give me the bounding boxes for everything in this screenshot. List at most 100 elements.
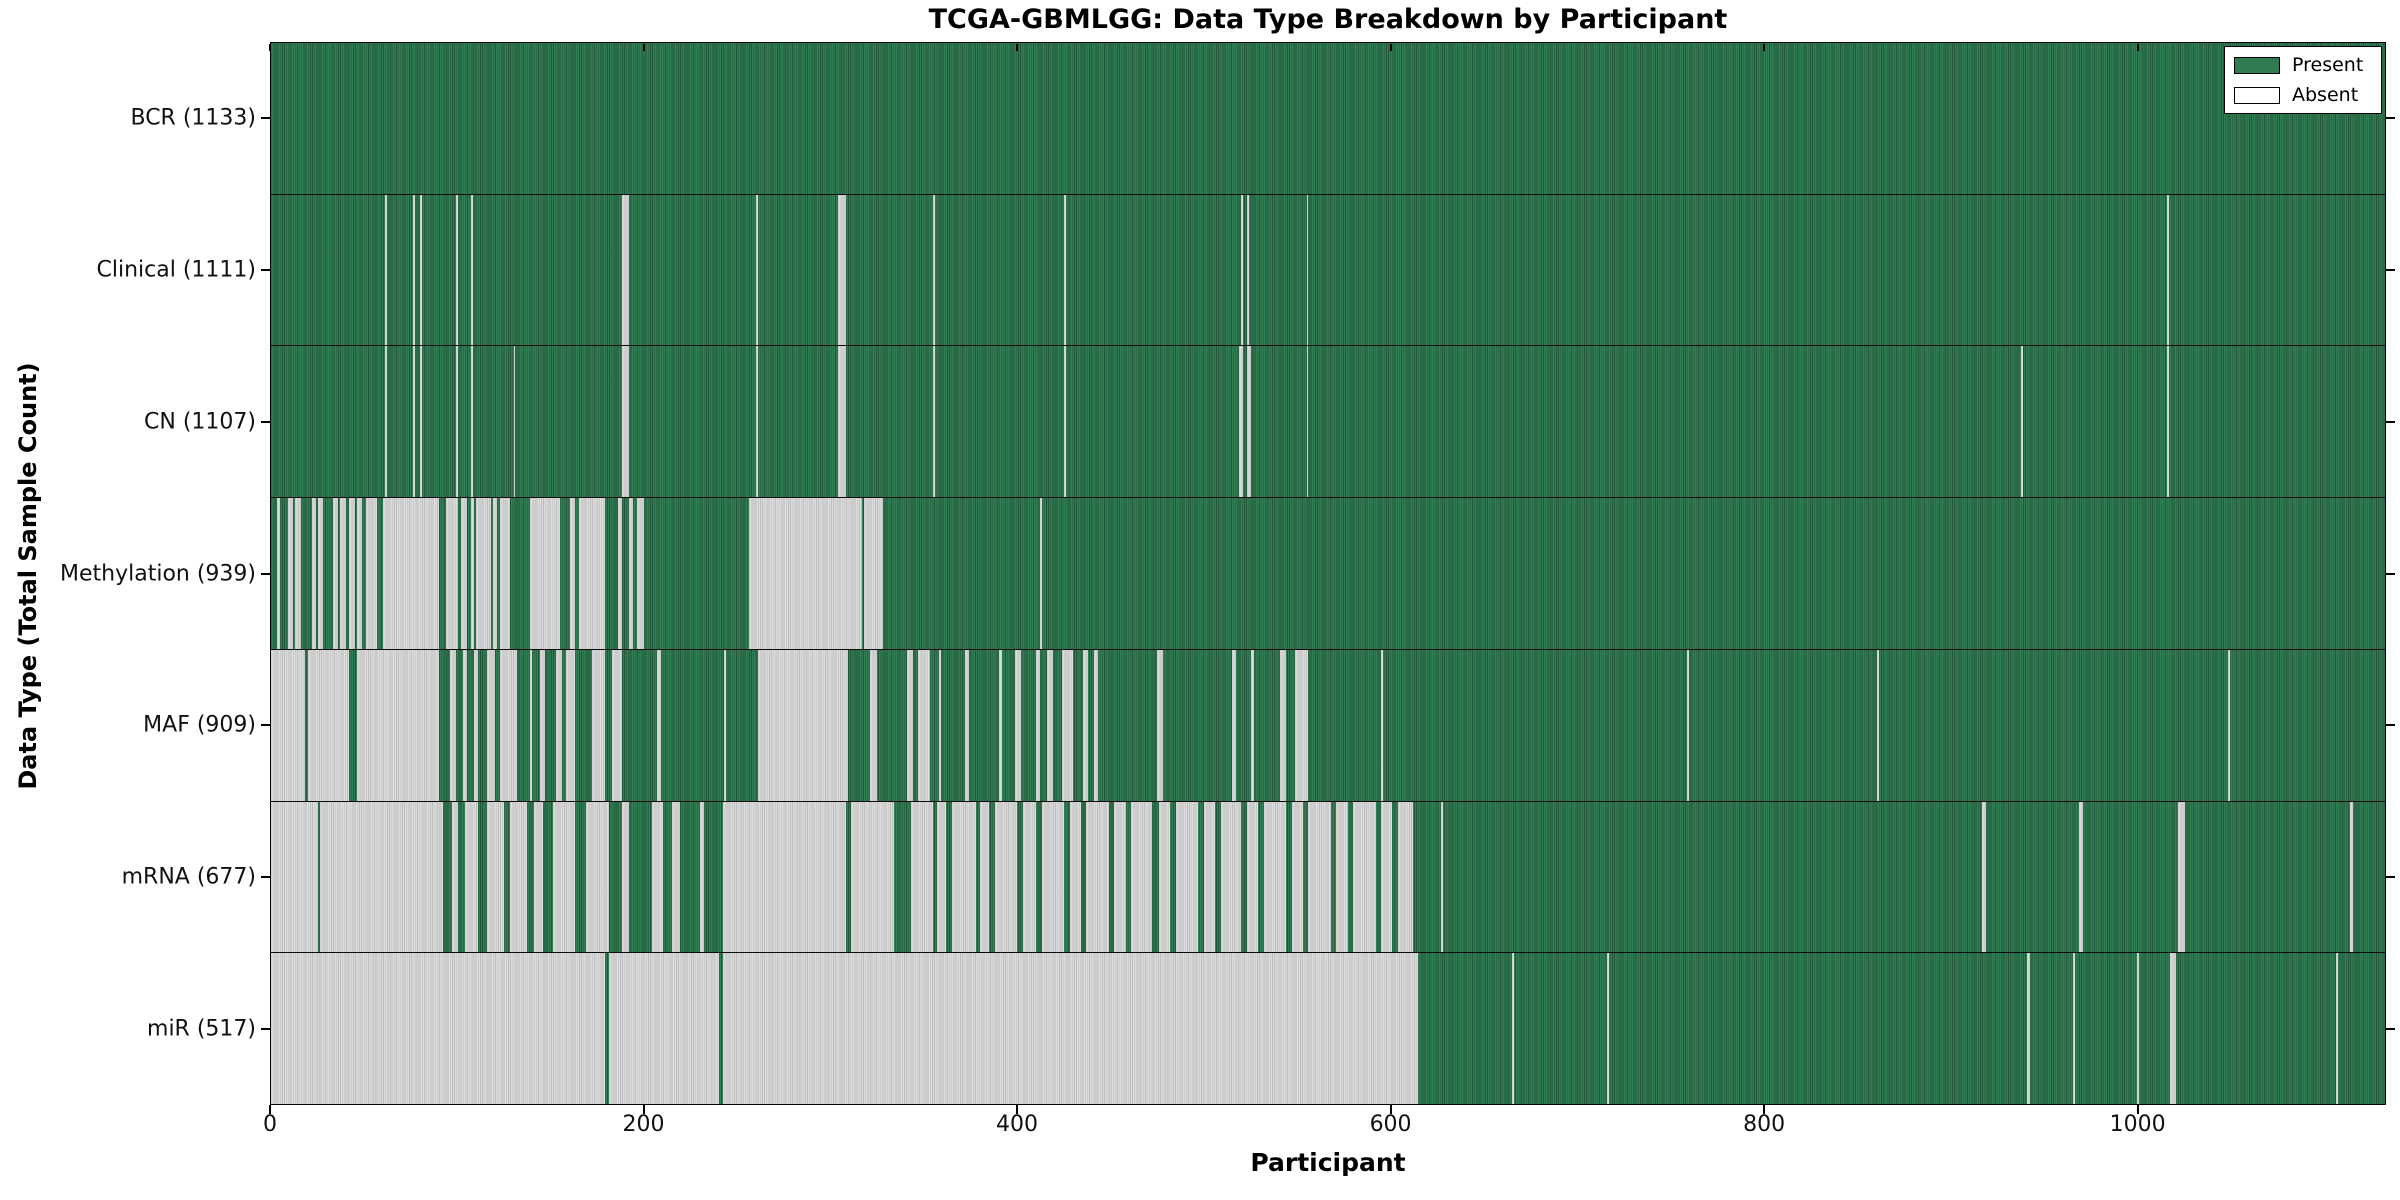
- absent-segment: [864, 498, 883, 649]
- absent-segment: [586, 801, 609, 953]
- absent-segment: [1511, 953, 1514, 1105]
- absent-segment: [1015, 649, 1022, 801]
- absent-segment: [1069, 801, 1081, 953]
- absent-segment: [1239, 346, 1244, 498]
- absent-segment: [470, 346, 473, 498]
- legend-entry: Absent: [2234, 84, 2372, 106]
- x-tick-mark: [1389, 43, 1392, 51]
- absent-segment: [312, 498, 316, 649]
- absent-segment: [952, 801, 977, 953]
- absent-segment: [1246, 194, 1249, 346]
- absent-segment: [463, 649, 467, 801]
- absent-segment: [910, 801, 934, 953]
- absent-segment: [1246, 346, 1251, 498]
- legend-label: Present: [2292, 54, 2364, 76]
- absent-segment: [918, 649, 930, 801]
- absent-segment: [1062, 649, 1074, 801]
- absent-segment: [2166, 346, 2169, 498]
- absent-segment: [1280, 649, 1286, 801]
- x-tick-mark: [1016, 43, 1019, 51]
- absent-segment: [612, 649, 622, 801]
- absent-segment: [1246, 801, 1259, 953]
- absent-segment: [1159, 801, 1171, 953]
- absent-segment: [591, 649, 605, 801]
- absent-segment: [317, 498, 324, 649]
- y-tick-mark: [261, 724, 270, 727]
- chart-title: TCGA-GBMLGG: Data Type Breakdown by Part…: [928, 4, 1728, 35]
- absent-segment: [907, 649, 913, 801]
- absent-segment: [1093, 649, 1098, 801]
- absent-segment: [933, 346, 936, 498]
- absent-segment: [552, 801, 576, 953]
- x-tick-label: 200: [622, 1112, 665, 1137]
- absent-segment: [2170, 953, 2177, 1105]
- absent-segment: [748, 498, 863, 649]
- absent-segment: [851, 801, 895, 953]
- y-tick-mark: [261, 1028, 270, 1031]
- absent-segment: [412, 194, 415, 346]
- y-tick-label: MAF (909): [143, 712, 256, 738]
- absent-segment: [455, 194, 458, 346]
- x-tick-mark: [642, 1105, 645, 1114]
- absent-segment: [1047, 649, 1053, 801]
- absent-segment: [1063, 194, 1066, 346]
- y-tick-mark: [261, 420, 270, 423]
- y-tick-mark: [261, 116, 270, 119]
- absent-segment: [1687, 649, 1690, 801]
- absent-segment: [569, 498, 576, 649]
- absent-segment: [2166, 194, 2169, 346]
- absent-segment: [271, 953, 605, 1105]
- absent-segment: [1063, 346, 1066, 498]
- absent-segment: [998, 649, 1003, 801]
- absent-segment: [672, 801, 680, 953]
- absent-segment: [1114, 801, 1126, 953]
- absent-segment: [556, 649, 563, 801]
- absent-segment: [470, 498, 475, 649]
- legend-swatch-absent: [2234, 86, 2280, 104]
- absent-segment: [938, 649, 941, 801]
- x-tick-mark: [269, 43, 271, 51]
- y-tick-mark: [2386, 876, 2395, 879]
- absent-segment: [1291, 801, 1303, 953]
- plot-area: [270, 42, 2386, 1105]
- absent-segment: [500, 498, 510, 649]
- absent-segment: [349, 498, 355, 649]
- absent-segment: [509, 801, 527, 953]
- absent-segment: [657, 649, 661, 801]
- absent-segment: [2177, 801, 2186, 953]
- absent-segment: [756, 346, 758, 498]
- absent-segment: [1175, 801, 1199, 953]
- absent-segment: [470, 194, 473, 346]
- absent-segment: [356, 498, 363, 649]
- absent-segment: [1381, 801, 1393, 953]
- absent-segment: [722, 953, 1419, 1105]
- row-CN: [271, 346, 2385, 499]
- absent-segment: [487, 801, 505, 953]
- row-Clinical: [271, 194, 2385, 347]
- absent-segment: [332, 498, 339, 649]
- y-tick-mark: [2386, 268, 2395, 271]
- y-tick-label: BCR (1133): [130, 105, 256, 131]
- absent-segment: [1877, 649, 1880, 801]
- absent-segment: [722, 801, 846, 953]
- absent-segment: [1397, 801, 1413, 953]
- absent-segment: [621, 346, 630, 498]
- absent-segment: [287, 498, 294, 649]
- x-tick-label: 1000: [2109, 1112, 2166, 1137]
- y-tick-label: Methylation (939): [60, 561, 256, 586]
- absent-segment: [756, 194, 758, 346]
- absent-segment: [366, 498, 378, 649]
- absent-segment: [757, 649, 848, 801]
- x-tick-mark: [269, 1105, 271, 1114]
- row-mRNA: [271, 801, 2385, 954]
- absent-segment: [618, 498, 622, 649]
- x-tick-mark: [1016, 1105, 1019, 1114]
- x-tick-label: 400: [996, 1112, 1039, 1137]
- absent-segment: [534, 801, 544, 953]
- absent-segment: [994, 801, 1018, 953]
- absent-segment: [621, 801, 630, 953]
- legend-swatch-present: [2234, 56, 2280, 74]
- absent-segment: [1263, 801, 1286, 953]
- absent-segment: [651, 801, 663, 953]
